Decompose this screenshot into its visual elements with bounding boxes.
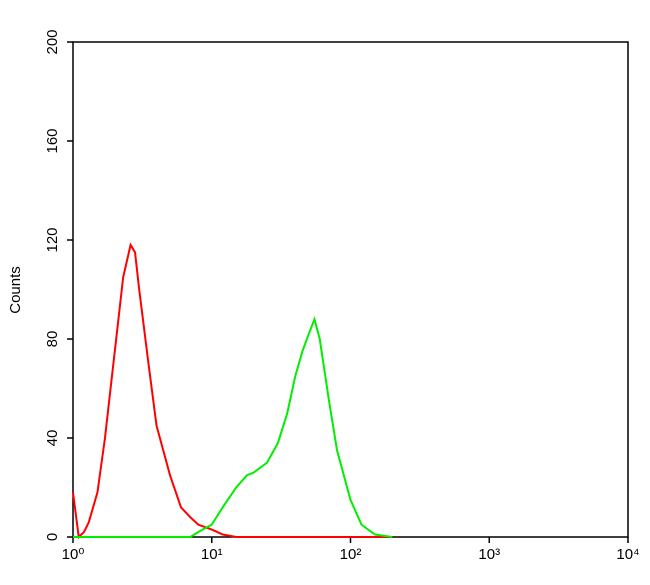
y-tick-label: 120	[44, 227, 61, 252]
y-tick-label: 160	[44, 128, 61, 153]
x-tick-label: 10¹	[201, 546, 223, 563]
series-line	[72, 242, 393, 540]
x-tick-label: 10²	[340, 546, 362, 563]
y-tick-label: 80	[44, 331, 61, 348]
y-tick-label: 200	[44, 29, 61, 54]
x-tick-label: 10⁰	[62, 546, 85, 563]
y-axis-label: Counts	[7, 266, 24, 314]
x-tick-label: 10³	[478, 546, 500, 563]
x-tick-label: 10⁴	[616, 546, 639, 563]
y-tick-label: 0	[44, 533, 61, 541]
series-line	[73, 315, 393, 538]
y-tick-label: 40	[44, 430, 61, 447]
plot-frame	[72, 41, 629, 538]
